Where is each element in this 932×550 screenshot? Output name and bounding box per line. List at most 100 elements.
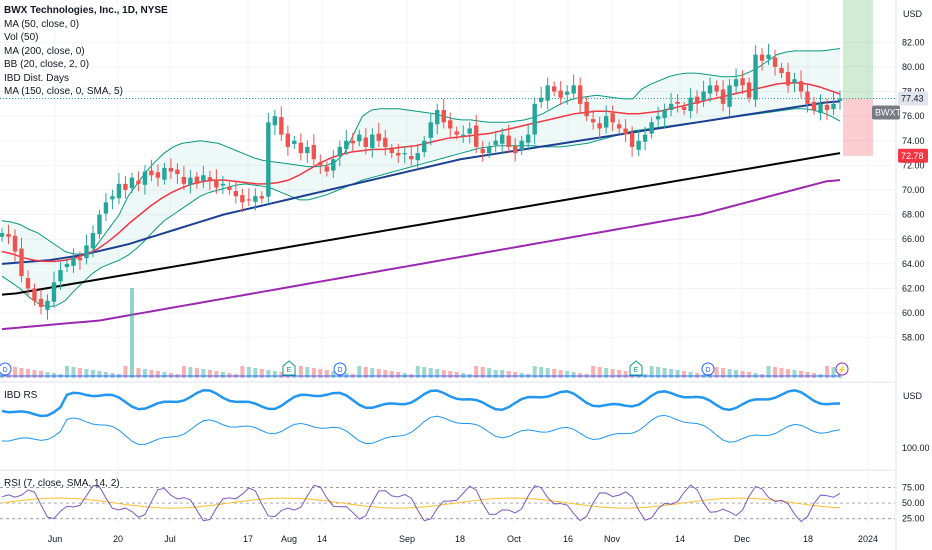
- candle-body: [701, 91, 706, 101]
- event-marker-D[interactable]: D: [701, 362, 715, 376]
- candle: [435, 103, 440, 135]
- volume-bar: [311, 368, 316, 378]
- candle: [422, 135, 427, 158]
- candle-body: [233, 190, 239, 197]
- event-marker-D[interactable]: D: [0, 362, 12, 376]
- candle: [727, 78, 732, 117]
- legend-ma200[interactable]: MA (200, close, 0): [4, 45, 85, 57]
- candle: [415, 145, 420, 169]
- legend-ibd-dist[interactable]: IBD Dist. Days: [4, 72, 70, 84]
- candle: [441, 99, 446, 129]
- time-tick-label: Jul: [164, 534, 176, 544]
- event-marker-E[interactable]: E: [282, 360, 296, 376]
- volume-bar: [201, 369, 206, 378]
- time-tick-label: Sep: [399, 534, 415, 544]
- candle-body: [142, 171, 148, 185]
- rs-tick-label: 100.00: [902, 443, 930, 453]
- candles[interactable]: [0, 43, 843, 320]
- event-marker-label: ⚡: [838, 365, 847, 374]
- volume-bar: [129, 288, 134, 378]
- rsi-pane-label[interactable]: RSI (7, close, SMA, 14, 2): [4, 478, 120, 489]
- candle: [590, 109, 596, 130]
- volume-bar: [539, 367, 544, 378]
- legend-vol[interactable]: Vol (50): [4, 32, 39, 43]
- legend-ma50[interactable]: MA (50, close, 0): [4, 18, 80, 30]
- volume-bar: [383, 370, 388, 378]
- candle-body: [77, 257, 83, 261]
- candle: [285, 125, 291, 156]
- candle: [792, 72, 797, 93]
- candle-body: [753, 54, 758, 100]
- candle: [357, 129, 362, 147]
- currency-label-main[interactable]: USD: [902, 9, 922, 19]
- candle-body: [597, 123, 602, 129]
- candle: [824, 98, 830, 120]
- event-marker-label: D: [337, 367, 342, 374]
- volume-bar: [298, 366, 303, 378]
- volume-bar: [500, 370, 505, 378]
- rsi-tick-label: 50.00: [902, 498, 925, 508]
- candle-body: [175, 169, 180, 174]
- currency-label-rs[interactable]: USD: [902, 391, 922, 401]
- event-marker-flash[interactable]: ⚡: [835, 362, 849, 376]
- candle-body: [376, 133, 381, 141]
- candle: [519, 135, 524, 156]
- event-marker-E[interactable]: E: [629, 360, 643, 376]
- candle: [194, 171, 200, 189]
- volume-bar: [454, 372, 459, 378]
- volume-bar: [552, 369, 557, 378]
- candle-body: [136, 180, 141, 184]
- candle-body: [740, 78, 745, 86]
- volume-bar: [64, 366, 69, 378]
- candle: [564, 85, 570, 105]
- volume-bar: [188, 367, 193, 378]
- candle: [402, 146, 407, 164]
- time-tick-label: Dec: [734, 534, 751, 544]
- candle-body: [538, 97, 544, 102]
- rsi-ma-line: [1, 497, 841, 509]
- rs-pane: [1, 389, 841, 445]
- event-marker-label: E: [287, 367, 292, 374]
- rs-pane-label[interactable]: IBD RS: [4, 390, 38, 401]
- candle: [155, 164, 161, 187]
- volume-bar: [617, 370, 622, 378]
- event-marker-D[interactable]: D: [333, 362, 347, 376]
- price-tick-label: 82.00: [902, 37, 925, 47]
- candle-body: [25, 278, 31, 289]
- candle-body: [32, 288, 37, 301]
- candle: [662, 103, 667, 128]
- stop-price-badge-bg: [898, 148, 928, 163]
- time-tick-label: Nov: [604, 534, 621, 544]
- candle-body: [129, 177, 135, 189]
- candle-body: [357, 134, 362, 142]
- candle: [811, 96, 817, 115]
- volume-bar: [591, 366, 596, 378]
- chart-legend: BWX Technologies, Inc., 1D, NYSE MA (50,…: [4, 4, 168, 99]
- candle-body: [772, 57, 778, 67]
- legend-bb[interactable]: BB (20, close, 2, 0): [4, 59, 90, 70]
- legend-ma150[interactable]: MA (150, close, 0, SMA, 5): [4, 86, 123, 97]
- candle: [97, 209, 102, 239]
- candle-body: [467, 128, 472, 134]
- event-markers[interactable]: D E D E D ⚡: [0, 360, 849, 376]
- candle: [32, 283, 37, 306]
- candle-body: [207, 177, 213, 181]
- volume-bar: [604, 368, 609, 378]
- candle-body: [551, 86, 557, 92]
- volume-bar: [123, 366, 128, 378]
- candle: [279, 106, 284, 141]
- rsi-line: [1, 484, 841, 523]
- candle-body: [279, 117, 284, 135]
- time-tick-label: 17: [243, 534, 253, 544]
- candle: [532, 97, 537, 145]
- price-axis: 82.00 80.00 78.00 76.00 74.00 72.00 70.00 68.00…: [895, 0, 932, 550]
- volume-bar: [493, 370, 498, 378]
- price-tick-label: 80.00: [902, 62, 925, 72]
- candle: [753, 45, 758, 108]
- candle: [675, 94, 680, 113]
- candle-body: [168, 167, 174, 172]
- volume-bar: [207, 370, 212, 378]
- symbol-title[interactable]: BWX Technologies, Inc., 1D, NYSE: [4, 5, 168, 16]
- candle: [779, 62, 784, 78]
